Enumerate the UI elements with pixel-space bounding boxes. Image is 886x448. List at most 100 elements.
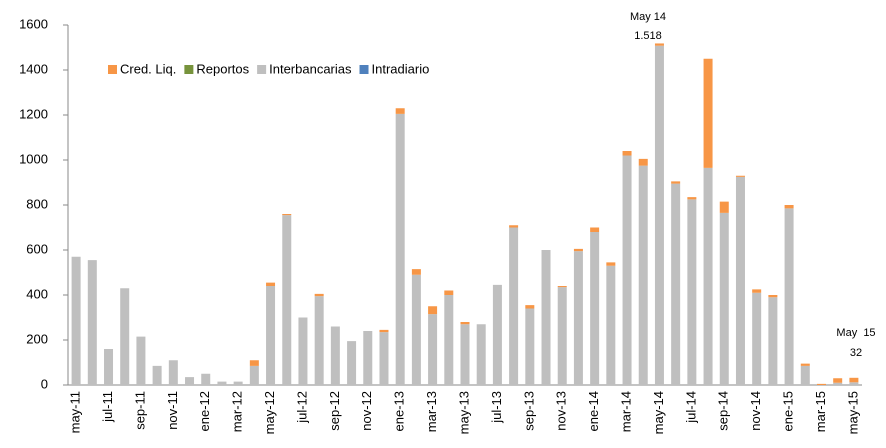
bar-segment <box>87 260 97 385</box>
bar-segment <box>768 295 778 298</box>
y-tick-label: 800 <box>26 196 48 211</box>
legend-label: Interbancarias <box>269 61 352 76</box>
bar-segment <box>363 331 373 385</box>
bar-segment <box>752 292 762 385</box>
x-tick-label: jul-13 <box>489 391 504 424</box>
bar-segment <box>395 113 405 385</box>
bar-segment <box>703 167 713 385</box>
bar-segment <box>217 381 227 385</box>
annotation: 32 <box>850 347 862 359</box>
x-tick-label: sep-14 <box>716 391 731 431</box>
bar-segment <box>638 158 648 166</box>
legend-label: Cred. Liq. <box>120 61 176 76</box>
x-tick-label: may-11 <box>68 391 83 433</box>
bar-segment <box>492 284 502 385</box>
y-tick-label: 1200 <box>19 106 48 121</box>
x-tick-label: mar-13 <box>424 391 439 432</box>
x-tick-label: may-15 <box>845 391 860 434</box>
legend-swatch <box>359 65 369 74</box>
x-tick-label: jul-14 <box>683 391 698 424</box>
x-tick-label: ene-14 <box>586 391 601 431</box>
x-tick-label: nov-13 <box>554 391 569 431</box>
y-tick-label: 1600 <box>19 16 48 31</box>
bar-segment <box>816 383 826 385</box>
bar-segment <box>671 181 681 184</box>
bar-segment <box>735 176 745 385</box>
y-tick-label: 600 <box>26 241 48 256</box>
x-tick-label: may-12 <box>262 391 277 434</box>
bar-segment <box>606 262 616 266</box>
bar-segment <box>784 205 794 209</box>
bar-segment <box>638 165 648 385</box>
bar-segment <box>590 232 600 385</box>
bar-segment <box>136 336 146 385</box>
x-tick-label: sep-12 <box>327 391 342 431</box>
bar-segment <box>444 290 454 295</box>
bar-segment <box>476 324 486 385</box>
bar-segment <box>849 382 859 385</box>
bar-segment <box>590 227 600 232</box>
bar-segment <box>849 377 859 383</box>
bar-segment <box>185 377 195 385</box>
bar-segment <box>622 151 632 156</box>
bar-segment <box>719 201 729 213</box>
x-tick-label: mar-14 <box>618 391 633 432</box>
bar-segment <box>71 256 81 385</box>
x-tick-label: jul-11 <box>100 391 115 423</box>
bar-segment <box>460 322 470 325</box>
bar-segment <box>671 183 681 385</box>
y-tick-label: 0 <box>41 376 48 391</box>
x-tick-label: mar-12 <box>230 391 245 432</box>
y-tick-label: 400 <box>26 286 48 301</box>
bar-segment <box>687 197 697 200</box>
y-tick-label: 200 <box>26 331 48 346</box>
bar-segment <box>395 108 405 114</box>
bar-segment <box>768 297 778 385</box>
x-tick-label: nov-12 <box>359 391 374 431</box>
x-tick-label: mar-15 <box>813 391 828 432</box>
legend-swatch <box>257 65 267 74</box>
bar-segment <box>800 363 810 366</box>
bar-segment <box>411 274 421 385</box>
bar-segment <box>525 308 535 385</box>
bar-segment <box>168 360 178 385</box>
bar-segment <box>120 288 130 385</box>
bar-segment <box>314 296 324 385</box>
legend-swatch <box>184 65 194 74</box>
bar-segment <box>654 45 664 385</box>
y-tick-label: 1000 <box>19 151 48 166</box>
bar-segment <box>509 225 519 228</box>
legend-swatch <box>108 65 117 74</box>
bar-segment <box>428 306 438 315</box>
bar-segment <box>735 175 745 177</box>
bar-segment <box>784 208 794 385</box>
bar-segment <box>201 373 211 385</box>
bar-segment <box>541 250 551 385</box>
bar-segment <box>557 287 567 385</box>
bar-segment <box>282 215 292 385</box>
bar-segment <box>266 286 276 385</box>
legend-label: Intradiario <box>372 61 430 76</box>
bar-segment <box>752 289 762 293</box>
x-tick-label: ene-13 <box>392 391 407 431</box>
x-tick-label: ene-15 <box>781 391 796 431</box>
bar-segment <box>687 199 697 385</box>
bar-segment <box>703 58 713 168</box>
bar-segment <box>460 324 470 385</box>
bar-segment <box>444 295 454 385</box>
bar-segment <box>800 365 810 385</box>
bar-segment <box>622 155 632 385</box>
bar-segment <box>509 227 519 385</box>
bar-segment <box>833 382 843 385</box>
legend-label: Reportos <box>196 61 249 76</box>
x-tick-label: may-14 <box>651 391 666 434</box>
bar-segment <box>298 317 308 385</box>
bar-segment <box>104 349 114 385</box>
bar-segment <box>411 269 421 275</box>
bar-segment <box>266 282 276 286</box>
bar-segment <box>606 265 616 385</box>
x-tick-label: sep-13 <box>521 391 536 431</box>
y-tick-label: 1400 <box>19 61 48 76</box>
bar-segment <box>428 314 438 385</box>
